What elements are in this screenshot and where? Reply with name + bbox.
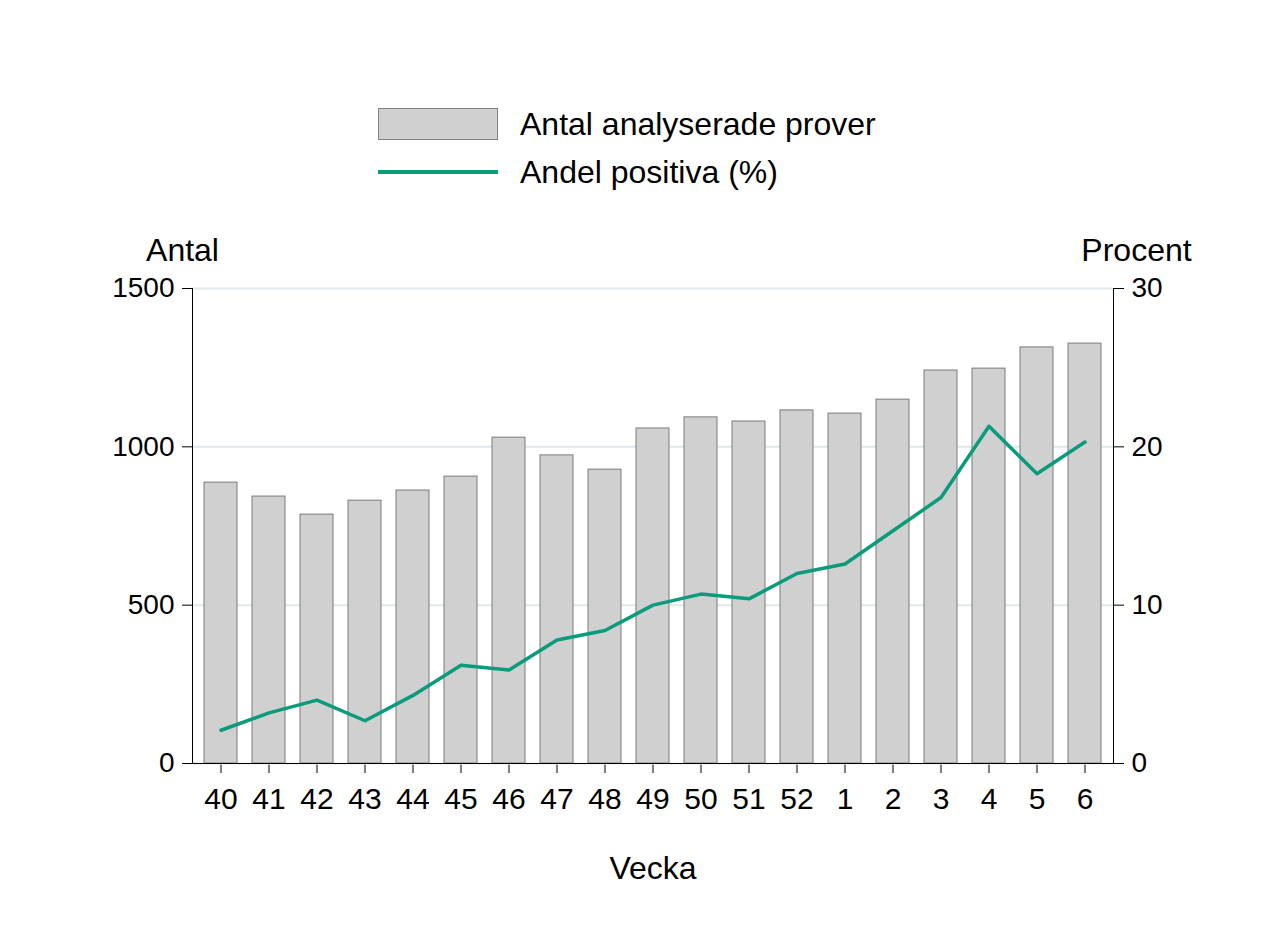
svg-text:20: 20	[1132, 431, 1163, 462]
svg-text:52: 52	[780, 782, 813, 815]
svg-text:1500: 1500	[112, 272, 174, 303]
svg-text:5: 5	[1029, 782, 1046, 815]
svg-text:10: 10	[1132, 589, 1163, 620]
svg-text:44: 44	[396, 782, 429, 815]
svg-text:1000: 1000	[112, 431, 174, 462]
svg-text:3: 3	[933, 782, 950, 815]
svg-text:50: 50	[684, 782, 717, 815]
svg-text:45: 45	[444, 782, 477, 815]
html-text:Andel positiva (%): Andel positiva (%)	[520, 153, 778, 190]
svg-text:Procent: Procent	[1081, 232, 1191, 268]
svg-text:47: 47	[540, 782, 573, 815]
svg-text:6: 6	[1077, 782, 1094, 815]
svg-text:2: 2	[885, 782, 902, 815]
svg-text:51: 51	[732, 782, 765, 815]
svg-text:41: 41	[252, 782, 285, 815]
svg-text:4: 4	[981, 782, 998, 815]
svg-text:0: 0	[159, 747, 175, 778]
svg-text:Antal: Antal	[146, 232, 219, 268]
svg-text:0: 0	[1132, 747, 1148, 778]
svg-text:500: 500	[128, 589, 175, 620]
svg-text:40: 40	[204, 782, 237, 815]
svg-text:1: 1	[837, 782, 854, 815]
svg-text:Vecka: Vecka	[609, 850, 696, 886]
svg-text:43: 43	[348, 782, 381, 815]
svg-text:42: 42	[300, 782, 333, 815]
svg-text:48: 48	[588, 782, 621, 815]
svg-text:46: 46	[492, 782, 525, 815]
svg-text:30: 30	[1132, 272, 1163, 303]
html-text:Antal analyserade prover: Antal analyserade prover	[520, 105, 876, 142]
svg-text:49: 49	[636, 782, 669, 815]
